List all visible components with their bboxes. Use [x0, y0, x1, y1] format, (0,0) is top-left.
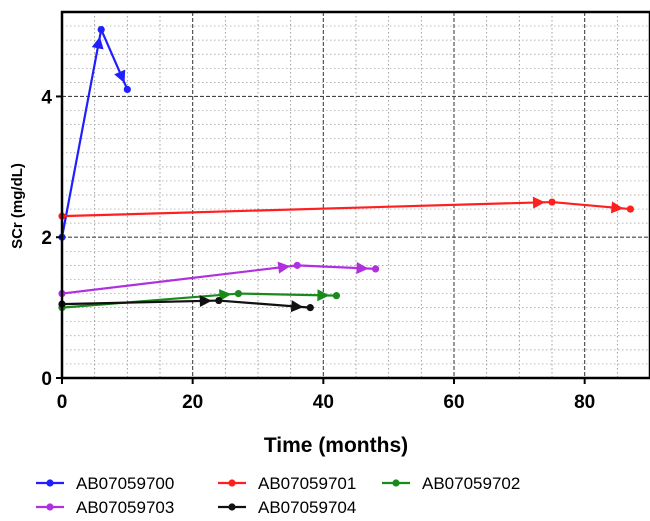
legend-label: AB07059700: [76, 474, 174, 493]
legend-swatch-marker: [46, 503, 54, 511]
series-AB07059704: [58, 295, 314, 313]
y-tick-label: 0: [41, 369, 52, 390]
arrowhead: [218, 289, 232, 302]
data-point: [123, 85, 131, 94]
y-tick-label: 4: [41, 87, 52, 108]
x-axis-title: Time (months): [264, 434, 408, 457]
legend: AB07059700 AB07059701 AB07059702 AB07059703…: [36, 474, 520, 517]
legend-label: AB07059701: [258, 474, 356, 493]
x-tick-label: 40: [313, 392, 334, 413]
legend-swatch-marker: [392, 479, 400, 487]
data-point: [306, 304, 314, 312]
data-point: [548, 198, 556, 206]
legend-item: AB07059703: [36, 498, 174, 517]
series-AB07059703: [58, 261, 380, 298]
series-line: [61, 299, 311, 309]
series-AB07059700: [58, 25, 131, 241]
arrowhead: [290, 300, 304, 313]
legend-item: AB07059704: [218, 498, 356, 517]
arrowhead: [356, 262, 369, 275]
legend-item: AB07059702: [382, 474, 520, 493]
arrowhead: [91, 36, 104, 50]
legend-swatch-marker: [228, 503, 236, 511]
x-tick-label: 60: [443, 392, 464, 413]
series-AB07059701: [58, 196, 635, 220]
data-point: [372, 265, 380, 273]
grid: [62, 12, 650, 378]
legend-swatch-marker: [228, 479, 236, 487]
y-tick-label: 2: [41, 228, 52, 249]
y-axis-title: SCr (mg/dL): [9, 163, 26, 249]
legend-label: AB07059702: [422, 474, 520, 493]
arrowhead: [277, 261, 291, 274]
x-tick-label: 0: [57, 392, 68, 413]
legend-label: AB07059704: [258, 498, 356, 517]
arrowhead: [199, 295, 212, 308]
data-point: [332, 292, 340, 300]
data-point: [626, 205, 635, 213]
data-point: [215, 296, 223, 305]
axis-ticks: 0 20 40 60 80 0 2 4: [41, 87, 595, 413]
data-point: [234, 289, 242, 298]
series-layer: [58, 25, 635, 313]
x-tick-label: 20: [182, 392, 203, 413]
arrowhead: [610, 201, 624, 214]
legend-label: AB07059703: [76, 498, 174, 517]
arrowhead: [114, 69, 126, 84]
legend-item: AB07059700: [36, 474, 174, 493]
x-tick-label: 80: [574, 392, 595, 413]
arrowhead: [317, 289, 330, 302]
data-point: [97, 25, 105, 34]
data-point: [293, 261, 301, 269]
plot-frame: [60, 10, 650, 380]
legend-swatch-marker: [46, 479, 54, 487]
arrowhead: [532, 196, 546, 209]
legend-item: AB07059701: [218, 474, 356, 493]
